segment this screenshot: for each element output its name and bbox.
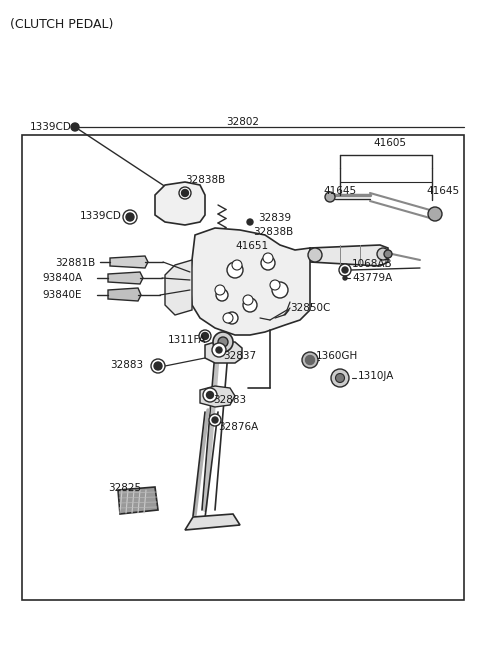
Text: 32881B: 32881B	[55, 258, 95, 268]
Text: 93840A: 93840A	[42, 273, 82, 283]
Circle shape	[331, 369, 349, 387]
Circle shape	[343, 276, 347, 280]
Circle shape	[247, 219, 253, 225]
Circle shape	[181, 190, 189, 197]
Circle shape	[206, 392, 214, 398]
Text: 32850C: 32850C	[290, 303, 330, 313]
Circle shape	[270, 280, 280, 290]
Circle shape	[216, 289, 228, 301]
Text: 32838B: 32838B	[185, 175, 225, 185]
Polygon shape	[118, 487, 158, 514]
Text: 1339CD: 1339CD	[30, 122, 72, 132]
Text: 93840E: 93840E	[42, 290, 82, 300]
Circle shape	[126, 213, 134, 221]
Circle shape	[263, 253, 273, 263]
Text: 1311FA: 1311FA	[168, 335, 206, 345]
Circle shape	[71, 123, 79, 131]
Text: 1310JA: 1310JA	[358, 371, 395, 381]
Text: 32838B: 32838B	[253, 227, 293, 237]
Bar	[22, 135, 464, 600]
Text: 32839: 32839	[258, 213, 291, 223]
Circle shape	[123, 210, 137, 224]
Text: 41645: 41645	[427, 186, 460, 196]
Circle shape	[232, 260, 242, 270]
Circle shape	[272, 282, 288, 298]
Polygon shape	[155, 182, 205, 225]
Circle shape	[223, 313, 233, 323]
Text: 32837: 32837	[223, 351, 256, 361]
Circle shape	[202, 333, 208, 340]
Polygon shape	[108, 272, 143, 284]
Circle shape	[216, 347, 222, 353]
Circle shape	[199, 330, 211, 342]
Text: 41651: 41651	[235, 241, 268, 251]
Polygon shape	[165, 260, 192, 315]
Circle shape	[336, 373, 345, 382]
Polygon shape	[190, 228, 310, 335]
Circle shape	[384, 250, 392, 258]
Circle shape	[209, 414, 221, 426]
Circle shape	[218, 337, 228, 347]
Circle shape	[179, 187, 191, 199]
Circle shape	[325, 192, 335, 202]
Circle shape	[308, 248, 322, 262]
Polygon shape	[108, 288, 141, 301]
Text: (CLUTCH PEDAL): (CLUTCH PEDAL)	[10, 18, 113, 31]
Text: 41645: 41645	[324, 186, 357, 196]
Circle shape	[428, 207, 442, 221]
Circle shape	[227, 262, 243, 278]
Text: 1339CD: 1339CD	[80, 211, 122, 221]
Text: 41605: 41605	[373, 138, 407, 148]
Circle shape	[154, 362, 162, 370]
Circle shape	[203, 388, 217, 402]
Polygon shape	[185, 514, 240, 530]
Circle shape	[213, 332, 233, 352]
Circle shape	[302, 352, 318, 368]
Circle shape	[377, 248, 389, 260]
Circle shape	[212, 417, 218, 423]
Polygon shape	[200, 386, 235, 407]
Polygon shape	[310, 245, 388, 266]
Circle shape	[212, 343, 226, 357]
Polygon shape	[205, 342, 242, 363]
Text: 32825: 32825	[108, 483, 141, 493]
Text: 32876A: 32876A	[218, 422, 258, 432]
Text: 32883: 32883	[213, 395, 246, 405]
Polygon shape	[110, 256, 148, 268]
Circle shape	[342, 267, 348, 273]
Text: 43779A: 43779A	[352, 273, 392, 283]
Circle shape	[243, 295, 253, 305]
Text: 32802: 32802	[227, 117, 260, 127]
Circle shape	[226, 312, 238, 324]
Circle shape	[339, 264, 351, 276]
Text: 1068AB: 1068AB	[352, 259, 393, 269]
Circle shape	[215, 285, 225, 295]
Text: 1360GH: 1360GH	[316, 351, 358, 361]
Circle shape	[151, 359, 165, 373]
Circle shape	[305, 356, 314, 365]
Circle shape	[306, 356, 314, 364]
Circle shape	[243, 298, 257, 312]
Circle shape	[261, 256, 275, 270]
Text: 32883: 32883	[110, 360, 143, 370]
